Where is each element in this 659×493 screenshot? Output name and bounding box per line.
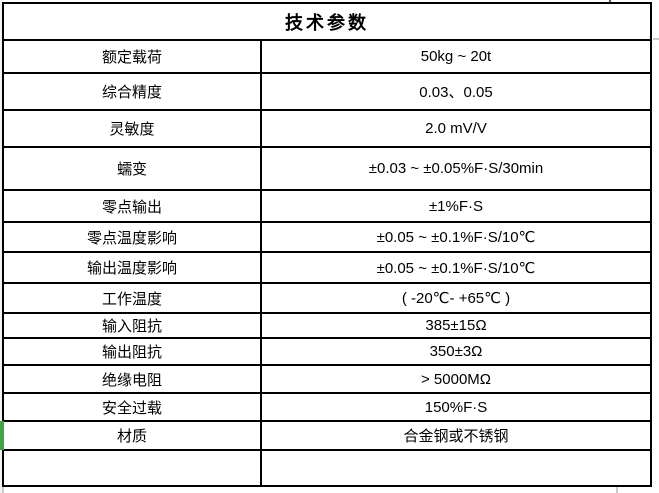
param-value-cell: 2.0 mV/V bbox=[260, 109, 652, 148]
param-value-cell: ±0.05 ~ ±0.1%F·S/10℃ bbox=[260, 251, 652, 284]
param-label-cell: 零点温度影响 bbox=[2, 221, 262, 253]
param-label-cell: 输入阻抗 bbox=[2, 312, 262, 339]
param-value-cell: ±0.05 ~ ±0.1%F·S/10℃ bbox=[260, 221, 652, 253]
param-value-cell: 合金钢或不锈钢 bbox=[260, 420, 652, 451]
param-value-cell: 50kg ~ 20t bbox=[260, 39, 652, 74]
table-row: 工作温度 ( -20℃- +65℃ ) bbox=[2, 282, 652, 314]
gridline-sliver-right bbox=[653, 38, 659, 40]
table-row: 输入阻抗 385±15Ω bbox=[2, 312, 652, 339]
gridline-sliver-bottom-left bbox=[2, 487, 4, 493]
param-label-cell: 额定载荷 bbox=[2, 39, 262, 74]
param-label-cell: 安全过载 bbox=[2, 392, 262, 422]
table-row: 材质 合金钢或不锈钢 bbox=[2, 420, 652, 451]
param-value-cell: 0.03、0.05 bbox=[260, 72, 652, 111]
param-label-cell: 工作温度 bbox=[2, 282, 262, 314]
table-row: 绝缘电阻 > 5000MΩ bbox=[2, 364, 652, 394]
param-label-cell bbox=[2, 449, 262, 487]
table-row: 输出阻抗 350±3Ω bbox=[2, 337, 652, 366]
param-value-cell: 385±15Ω bbox=[260, 312, 652, 339]
green-row-marker bbox=[0, 421, 4, 450]
technical-parameters-table: 技术参数 额定载荷 50kg ~ 20t 综合精度 0.03、0.05 灵敏度 … bbox=[2, 2, 652, 487]
table-row: 输出温度影响 ±0.05 ~ ±0.1%F·S/10℃ bbox=[2, 251, 652, 284]
table-row: 蠕变 ±0.03 ~ ±0.05%F·S/30min bbox=[2, 146, 652, 191]
param-label-cell: 蠕变 bbox=[2, 146, 262, 191]
param-value-cell: ±0.03 ~ ±0.05%F·S/30min bbox=[260, 146, 652, 191]
table-row: 零点温度影响 ±0.05 ~ ±0.1%F·S/10℃ bbox=[2, 221, 652, 253]
table-row: 额定载荷 50kg ~ 20t bbox=[2, 39, 652, 74]
param-label-cell: 材质 bbox=[2, 420, 262, 451]
param-value-cell: 350±3Ω bbox=[260, 337, 652, 366]
left-margin-strip bbox=[0, 0, 3, 493]
table-row: 零点输出 ±1%F·S bbox=[2, 189, 652, 223]
table-row: 综合精度 0.03、0.05 bbox=[2, 72, 652, 111]
param-label-cell: 绝缘电阻 bbox=[2, 364, 262, 394]
param-label-cell: 输出阻抗 bbox=[2, 337, 262, 366]
gridline-sliver-bottom bbox=[616, 487, 618, 493]
table-row-empty bbox=[2, 449, 652, 487]
param-value-cell: ( -20℃- +65℃ ) bbox=[260, 282, 652, 314]
table-row: 安全过载 150%F·S bbox=[2, 392, 652, 422]
param-value-cell: > 5000MΩ bbox=[260, 364, 652, 394]
param-value-cell bbox=[260, 449, 652, 487]
table-title: 技术参数 bbox=[2, 2, 652, 41]
param-label-cell: 综合精度 bbox=[2, 72, 262, 111]
param-value-cell: 150%F·S bbox=[260, 392, 652, 422]
param-label-cell: 灵敏度 bbox=[2, 109, 262, 148]
gridline-sliver-top bbox=[609, 0, 611, 3]
param-label-cell: 零点输出 bbox=[2, 189, 262, 223]
table-header-row: 技术参数 bbox=[2, 2, 652, 41]
param-label-cell: 输出温度影响 bbox=[2, 251, 262, 284]
table-row: 灵敏度 2.0 mV/V bbox=[2, 109, 652, 148]
param-value-cell: ±1%F·S bbox=[260, 189, 652, 223]
